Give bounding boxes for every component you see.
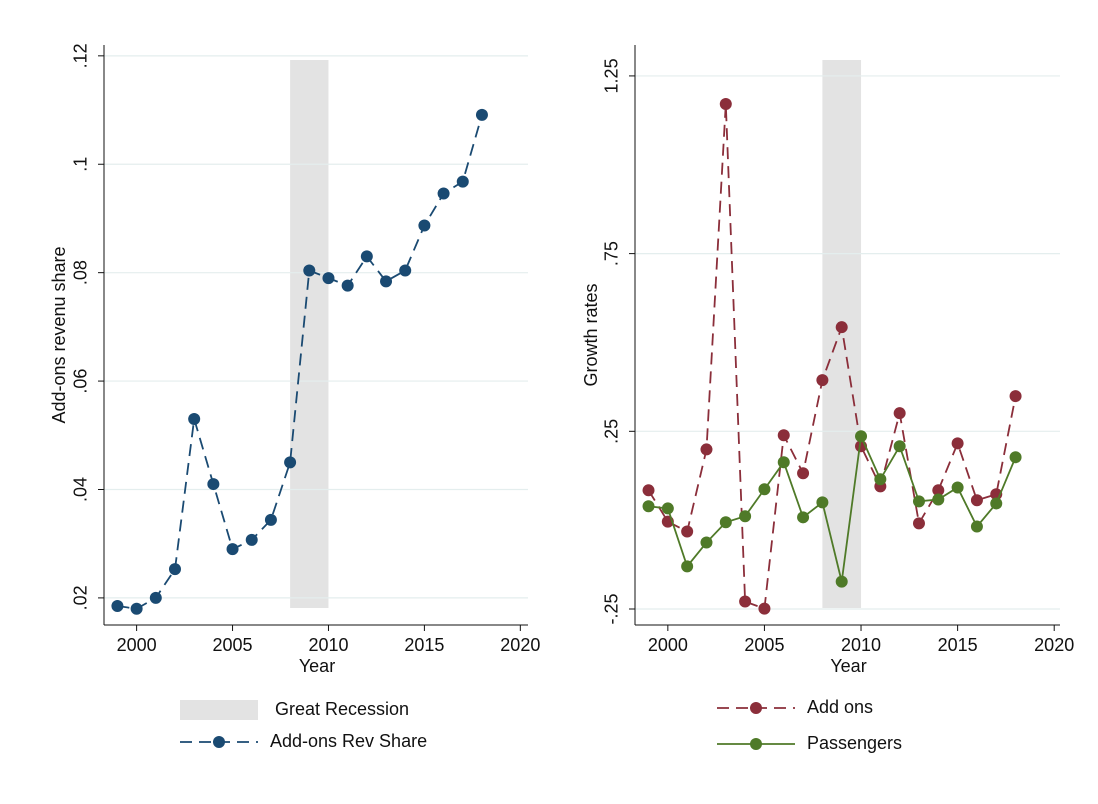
data-point [681, 560, 694, 573]
y-tick-label: .1 [71, 157, 91, 172]
legend-label: Great Recession [275, 699, 409, 719]
x-axis-title: Year [830, 656, 866, 676]
data-point [797, 467, 810, 480]
x-tick-label: 2020 [1034, 635, 1074, 655]
legend-swatch [180, 700, 258, 720]
data-point [835, 575, 848, 588]
data-point [284, 456, 297, 469]
x-tick-label: 2015 [938, 635, 978, 655]
y-tick-label: .12 [71, 43, 91, 68]
x-tick-label: 2000 [117, 635, 157, 655]
data-point [149, 591, 162, 604]
data-point [990, 497, 1003, 510]
data-point [226, 543, 239, 556]
data-point [380, 275, 393, 288]
x-tick-label: 2005 [744, 635, 784, 655]
data-point [893, 440, 906, 453]
data-point [932, 493, 945, 506]
data-point [912, 495, 925, 508]
data-point [855, 430, 868, 443]
y-tick-label: .04 [71, 477, 91, 502]
legend-marker [750, 738, 762, 750]
legend-label: Add ons [807, 697, 873, 717]
data-point [874, 473, 887, 486]
y-tick-label: .08 [71, 260, 91, 285]
y-tick-label: -.25 [602, 593, 622, 624]
data-point [777, 456, 790, 469]
recession-band [822, 60, 862, 608]
x-tick-label: 2020 [500, 635, 540, 655]
data-point [207, 478, 220, 491]
data-point [758, 602, 771, 615]
data-point [1009, 451, 1022, 464]
data-point [932, 484, 945, 497]
series-line [647, 103, 1017, 610]
data-point [951, 437, 964, 450]
y-tick-label: .06 [71, 369, 91, 394]
data-point [111, 600, 124, 613]
x-tick-label: 2005 [213, 635, 253, 655]
data-point [661, 502, 674, 515]
y-axis-title: Growth rates [581, 283, 601, 386]
data-point [168, 563, 181, 576]
legend-marker [213, 736, 225, 748]
legend-label: Passengers [807, 733, 902, 753]
data-point [970, 494, 983, 507]
x-axis-title: Year [299, 656, 335, 676]
data-point [970, 520, 983, 533]
data-point [1009, 390, 1022, 403]
data-point [777, 429, 790, 442]
data-point [681, 525, 694, 538]
x-tick-label: 2010 [841, 635, 881, 655]
y-tick-label: 1.25 [602, 58, 622, 93]
data-point [951, 481, 964, 494]
data-point [835, 321, 848, 334]
data-point [816, 374, 829, 387]
data-point [700, 536, 713, 549]
data-point [360, 250, 373, 263]
data-point [418, 219, 431, 232]
data-point [456, 175, 469, 188]
data-point [130, 602, 143, 615]
data-point [816, 496, 829, 509]
data-point [719, 97, 732, 110]
data-point [758, 483, 771, 496]
legend-label: Add-ons Rev Share [270, 731, 427, 751]
data-point [322, 272, 335, 285]
data-point [739, 510, 752, 523]
data-point [797, 511, 810, 524]
data-point [642, 500, 655, 513]
data-point [475, 108, 488, 121]
data-point [719, 516, 732, 529]
y-axis-title: Add-ons revenu share [49, 246, 69, 423]
data-point [739, 595, 752, 608]
data-point [188, 413, 201, 426]
data-point [399, 264, 412, 277]
x-tick-label: 2015 [404, 635, 444, 655]
data-point [264, 513, 277, 526]
data-point [341, 279, 354, 292]
data-point [893, 407, 906, 420]
x-tick-label: 2010 [308, 635, 348, 655]
data-point [642, 484, 655, 497]
y-tick-label: .25 [602, 419, 622, 444]
x-tick-label: 2000 [648, 635, 688, 655]
legend-marker [750, 702, 762, 714]
data-point [245, 533, 258, 546]
series-line [117, 114, 483, 610]
y-tick-label: .02 [71, 585, 91, 610]
y-tick-label: .75 [602, 241, 622, 266]
data-point [912, 517, 925, 530]
recession-band [290, 60, 329, 608]
data-point [303, 264, 316, 277]
data-point [700, 443, 713, 456]
data-point [437, 187, 450, 200]
